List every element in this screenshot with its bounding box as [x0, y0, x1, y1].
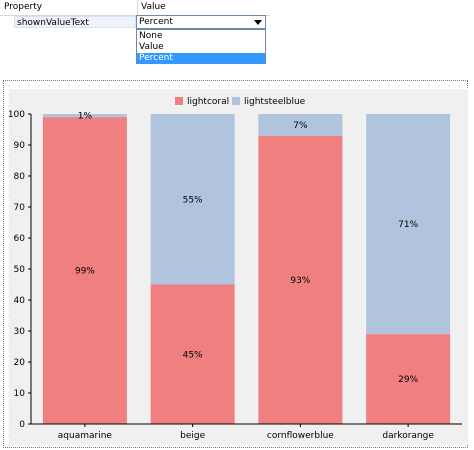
combobox-dropdown-list[interactable]: None Value Percent: [136, 29, 266, 64]
property-header: Property Value: [0, 0, 270, 16]
bar-label-lightcoral-beige: 45%: [183, 350, 203, 360]
x-tick-label-aquamarine: aquamarine: [58, 431, 113, 441]
property-name: shownValueText: [14, 16, 136, 28]
x-tick-label-darkorange: darkorange: [382, 431, 434, 441]
bar-lightcoral-darkorange: [366, 334, 451, 424]
bar-lightsteelblue-darkorange: [366, 114, 451, 335]
column-separator: [137, 0, 138, 15]
bar-label-lightcoral-cornflowerblue: 93%: [290, 276, 310, 286]
bar-label-lightcoral-darkorange: 29%: [398, 375, 418, 385]
y-tick-label: 70: [14, 203, 26, 213]
bar-label-lightsteelblue-beige: 55%: [183, 195, 203, 205]
y-tick-label: 0: [19, 420, 25, 430]
value-column-header: Value: [141, 2, 166, 12]
property-row[interactable]: shownValueText: [0, 15, 270, 29]
y-tick-label: 80: [14, 172, 26, 182]
y-tick-label: 40: [14, 296, 26, 306]
y-tick-label: 90: [14, 141, 26, 151]
y-tick-label: 30: [14, 327, 26, 337]
bar-lightcoral-aquamarine: [42, 117, 127, 424]
bar-label-lightsteelblue-darkorange: 71%: [398, 220, 418, 230]
dropdown-option-none[interactable]: None: [139, 31, 163, 41]
shown-value-text-combobox[interactable]: Percent: [136, 15, 266, 29]
bar-lightsteelblue-cornflowerblue: [258, 114, 343, 136]
y-tick-label: 50: [14, 265, 26, 275]
y-tick-label: 10: [14, 389, 26, 399]
legend-label-lightcoral: lightcoral: [187, 97, 229, 107]
bar-label-lightsteelblue-cornflowerblue: 7%: [293, 121, 308, 131]
y-tick-label: 20: [14, 358, 26, 368]
x-tick-label-beige: beige: [180, 431, 205, 441]
y-tick-label: 60: [14, 234, 26, 244]
bar-label-lightsteelblue-aquamarine: 1%: [78, 112, 93, 122]
legend-swatch-lightcoral: [175, 97, 183, 105]
property-column-header: Property: [4, 2, 43, 12]
bar-lightsteelblue-beige: [150, 114, 235, 285]
combobox-value: Percent: [139, 17, 173, 27]
bar-label-lightcoral-aquamarine: 99%: [75, 267, 95, 277]
legend-label-lightsteelblue: lightsteelblue: [244, 97, 306, 107]
chevron-down-icon[interactable]: [254, 20, 262, 25]
property-editor: Property Value shownValueText: [0, 0, 270, 30]
y-tick-label: 100: [8, 110, 25, 120]
bar-lightcoral-beige: [150, 284, 235, 424]
legend-swatch-lightsteelblue: [232, 97, 240, 105]
dropdown-option-value[interactable]: Value: [139, 42, 164, 52]
x-tick-label-cornflowerblue: cornflowerblue: [267, 431, 334, 441]
dropdown-option-percent[interactable]: Percent: [137, 53, 265, 64]
bar-lightsteelblue-aquamarine: [42, 114, 127, 118]
bar-lightcoral-cornflowerblue: [258, 135, 343, 424]
